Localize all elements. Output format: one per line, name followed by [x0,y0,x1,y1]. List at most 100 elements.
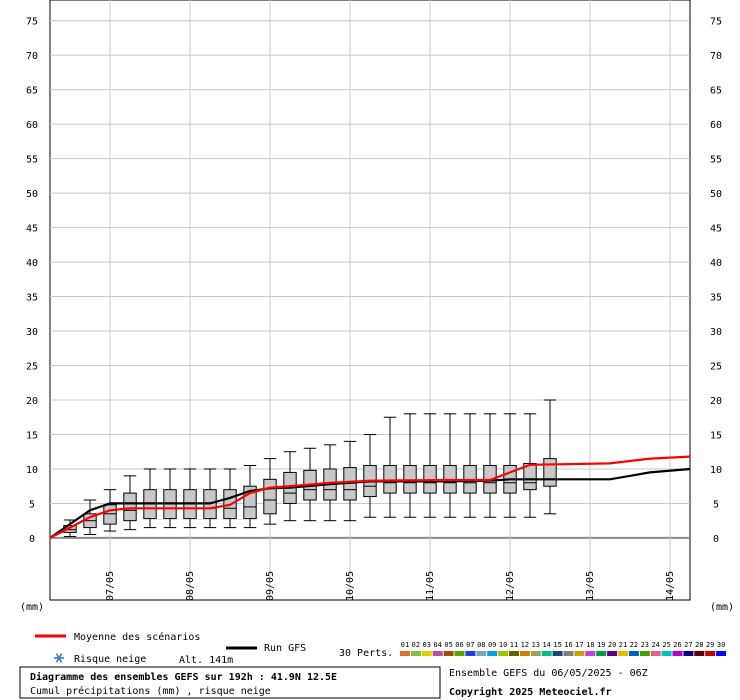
y-tick-label-right: 10 [710,465,722,476]
y-tick-label-left: 5 [29,499,35,510]
perturbation-id: 11 [510,641,518,649]
perturbation-swatch [552,651,563,656]
box-rect [543,458,557,487]
perturbation-id: 06 [455,641,463,649]
perturbation-id: 29 [706,641,714,649]
perturbation-id: 10 [499,641,507,649]
perturbation-swatch [650,651,661,656]
y-tick-label-left: 10 [26,465,38,476]
y-axis-right: 0 5 10 15 20 25 30 35 40 45 50 55 60 65 70 75 [710,17,722,545]
perturbation-swatch [585,651,596,656]
box-rect [123,492,137,522]
unit-left: (mm) [20,602,44,613]
box-item [383,416,397,518]
perturbation-id: 08 [477,641,485,649]
y-tick-label-right: 25 [710,362,722,373]
perturbation-id: 23 [641,641,649,649]
perturbation-swatch [400,651,410,656]
y-tick-label-right: 60 [710,120,722,131]
y-tick-label-left: 75 [26,17,38,28]
perturbation-id: 21 [619,641,627,649]
y-tick-label-right: 35 [710,293,722,304]
perturbation-id: 20 [608,641,616,649]
y-tick-label-left: 30 [26,327,38,338]
perturbation-swatch [443,651,454,656]
perturbation-id: 30 [717,641,725,649]
perturbation-swatch [705,651,716,656]
perturbation-id: 15 [553,641,561,649]
perturbation-swatch [716,651,727,656]
chart-title: Diagramme des ensembles GEFS sur 192h : … [30,671,337,683]
mean-line [49,455,691,539]
y-tick-label-left: 65 [26,86,38,97]
run-info: Ensemble GEFS du 06/05/2025 - 06Z [449,668,648,679]
perturbation-swatch [694,651,705,656]
perturbation-swatch [672,651,683,656]
perturbation-id: 24 [651,641,659,649]
perturbation-swatch [607,651,618,656]
perturbation-id: 27 [684,641,692,649]
perturbation-swatch [421,651,432,656]
perturbation-swatch [574,651,585,656]
x-tick-label: 13/05 [585,571,596,601]
x-tick-label: 10/05 [345,571,356,601]
perturbation-id: 14 [542,641,550,649]
y-tick-label-right: 5 [713,499,719,510]
title-box [19,666,441,699]
perturbation-id: 09 [488,641,496,649]
perturbation-swatch [432,651,443,656]
perturbation-id: 12 [521,641,529,649]
y-tick-label-left: 35 [26,293,38,304]
perturbation-swatch [618,651,628,656]
legend-mean-label: Moyenne des scénarios [74,631,200,643]
y-tick-label-right: 75 [710,17,722,28]
perturbation-swatch [410,651,421,656]
perturbation-id: 16 [564,641,572,649]
legend-snow-label: Risque neige [74,654,146,665]
x-tick-label: 14/05 [665,571,676,601]
y-tick-label-left: 45 [26,224,38,235]
box-item [523,413,537,518]
y-tick-label-left: 20 [26,396,38,407]
y-tick-label-right: 65 [710,86,722,97]
x-tick-label: 07/05 [105,571,116,601]
perturbation-swatch [683,651,694,656]
perturbation-id: 02 [412,641,420,649]
perturbation-swatch [596,651,607,656]
y-tick-label-left: 50 [26,189,38,200]
copyright: Copyright 2025 Meteociel.fr [449,686,612,698]
x-tick-label: 09/05 [265,571,276,601]
perturbation-swatch [519,651,530,656]
perturbation-swatch [563,651,574,656]
perturbation-swatch [465,651,476,656]
y-tick-label-right: 45 [710,224,722,235]
perturbation-id: 05 [444,641,452,649]
perturbation-swatch [509,651,519,656]
y-tick-label-left: 70 [26,51,38,62]
perturbation-id: 28 [695,641,703,649]
perturbation-id: 04 [433,641,441,649]
perturbation-id: 03 [423,641,431,649]
y-tick-label-right: 50 [710,189,722,200]
perturbation-swatch [541,651,552,656]
y-axis-left: 0 5 10 15 20 25 30 35 40 45 50 55 60 65 70 75 [26,17,38,545]
x-tick-label: 11/05 [425,571,436,601]
unit-right: (mm) [710,602,734,613]
perturbation-id: 18 [586,641,594,649]
y-tick-label-left: 40 [26,258,38,269]
box-rect [383,465,397,494]
x-tick-label: 08/05 [185,571,196,601]
altitude-label: Alt. 141m [179,655,233,666]
perturbation-id: 17 [575,641,583,649]
y-tick-label-right: 70 [710,51,722,62]
y-tick-label-right: 40 [710,258,722,269]
box-rect [103,504,117,525]
y-tick-label-right: 20 [710,396,722,407]
perturbation-swatch [498,651,509,656]
perturbation-legend: 01 02 03 04 05 06 07 08 09 10 11 12 13 14 15 16 17 18 19 20… [400,641,727,656]
perturbation-swatch [628,651,639,656]
perturbation-swatch [530,651,541,656]
y-tick-label-left: 60 [26,120,38,131]
y-tick-label-right: 30 [710,327,722,338]
